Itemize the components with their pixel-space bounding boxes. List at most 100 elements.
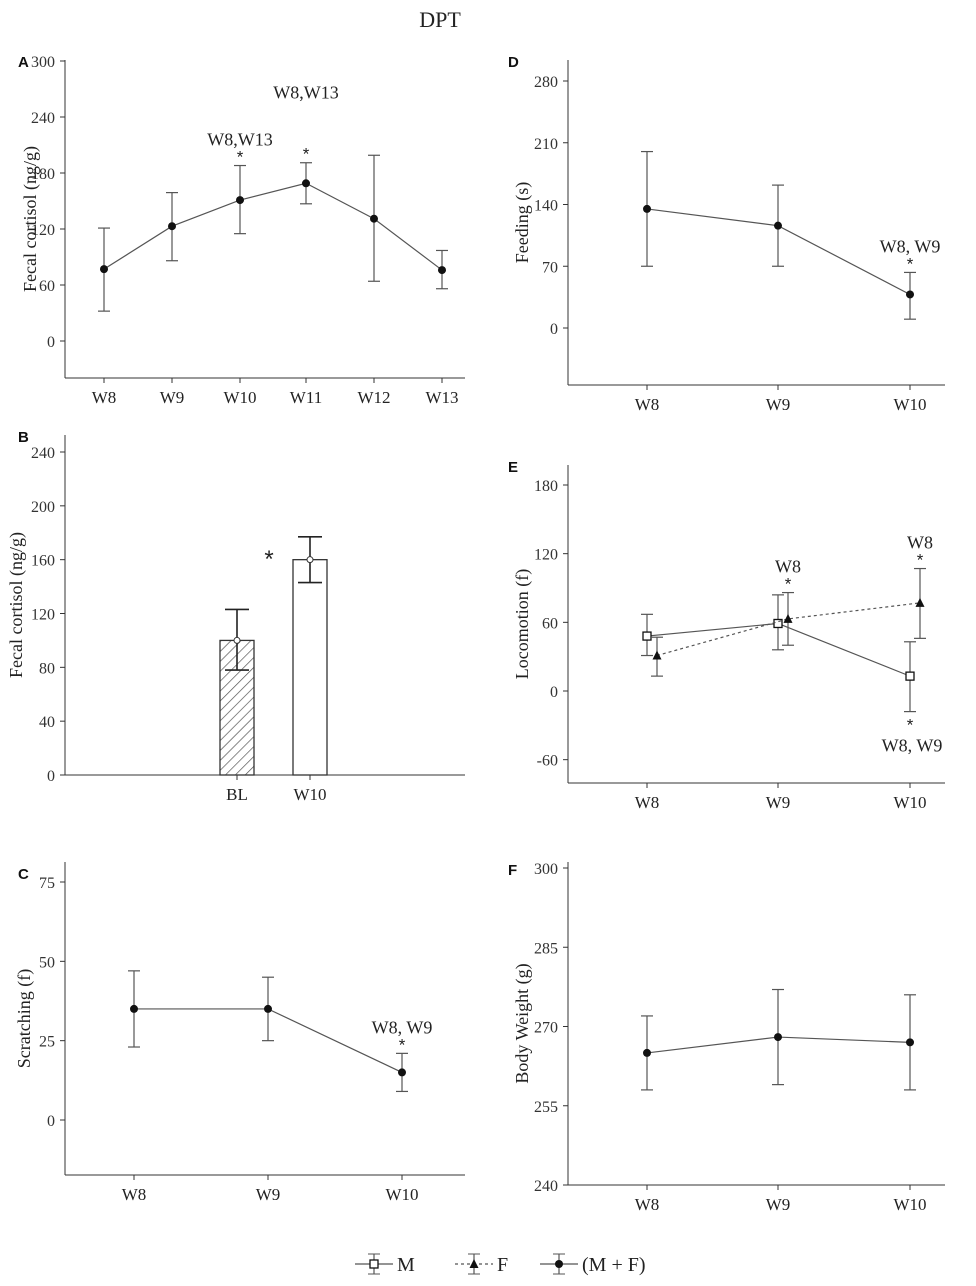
data-point [905, 671, 915, 681]
panel-label: D [508, 54, 519, 71]
y-tick-label: 60 [542, 615, 558, 632]
y-tick-label: 50 [39, 954, 55, 971]
legend-label: F [497, 1254, 508, 1276]
data-point [302, 179, 310, 188]
panel-label: F [508, 862, 517, 879]
data-point [643, 204, 651, 213]
panel-d: D 0 70 140 210 280 W8 W9 W10 Feeding (s) *W8, W9 [508, 54, 945, 414]
x-tick-label: W10 [893, 395, 926, 414]
x-tick-label: W9 [256, 1185, 281, 1204]
significance-star: * [917, 551, 924, 570]
data-point [643, 1048, 651, 1057]
data-point [906, 290, 914, 299]
legend-item: M [355, 1253, 415, 1276]
significance-star: * [907, 716, 914, 735]
x-tick-label: W10 [893, 793, 926, 812]
panel-b: B 0 40 80 120 160 200 240 BL W10 Fecal cortisol (n… [6, 429, 465, 804]
series-m [641, 594, 916, 713]
data-point [236, 196, 244, 205]
y-axis-title: Feeding (s) [512, 182, 533, 263]
series-mf [128, 970, 408, 1093]
legend-item: (M + F) [540, 1253, 646, 1276]
significance-star: * [399, 1035, 406, 1054]
y-tick-label: 180 [534, 478, 558, 495]
x-tick-label: W10 [385, 1185, 418, 1204]
data-point [774, 1033, 782, 1042]
significance-star: * [907, 254, 914, 273]
y-axis-title: Fecal cortisol (ng/g) [6, 532, 27, 678]
significance-label: W8, W9 [882, 736, 943, 756]
significance-label: W8 [907, 533, 933, 553]
y-tick-label: 210 [534, 136, 558, 153]
y-axis-title: Scratching (f) [14, 969, 35, 1068]
significance-label: W8,W13 [207, 130, 272, 150]
significance-star: * [237, 148, 244, 167]
x-tick-label: W10 [293, 785, 326, 804]
legend-marker [555, 1260, 563, 1268]
legend-label: M [397, 1254, 415, 1276]
y-tick-label: 240 [31, 110, 55, 127]
x-tick-label: W8 [635, 1195, 660, 1214]
bar-mean-marker [306, 556, 314, 564]
significance-star: * [785, 575, 792, 594]
y-tick-label: -60 [537, 753, 558, 770]
y-tick-label: 0 [47, 334, 55, 351]
y-tick-label: 300 [534, 861, 558, 878]
y-tick-label: 40 [39, 714, 55, 731]
y-tick-label: 25 [39, 1034, 55, 1051]
y-tick-label: 75 [39, 875, 55, 892]
panel-a: A 0 60 120 180 240 300 W8 W9 W10 W11 W12 W13 Fecal co… [18, 54, 465, 407]
data-point [438, 266, 446, 275]
panel-label: B [18, 429, 29, 446]
data-point [773, 618, 783, 629]
data-point [100, 265, 108, 274]
x-tick-label: W12 [357, 388, 390, 407]
x-tick-label: W8 [122, 1185, 147, 1204]
y-tick-label: 200 [31, 499, 55, 516]
series-mf [98, 154, 448, 312]
x-tick-label: W8 [635, 395, 660, 414]
legend-marker [369, 1259, 379, 1269]
panel-label: A [18, 54, 29, 71]
x-tick-label: BL [226, 785, 248, 804]
y-tick-label: 120 [31, 222, 55, 239]
x-tick-label: W13 [425, 388, 458, 407]
data-point [398, 1068, 406, 1077]
y-tick-label: 0 [550, 684, 558, 701]
x-tick-label: W10 [223, 388, 256, 407]
panels: A 0 60 120 180 240 300 W8 W9 W10 W11 W12 W13 Fecal co… [6, 54, 945, 1214]
panel-c: C 0 25 50 75 W8 W9 W10 Scratching (f) *W8, W9 [14, 862, 465, 1204]
significance-star: * [303, 145, 310, 164]
y-tick-label: 0 [550, 321, 558, 338]
y-tick-label: 0 [47, 768, 55, 785]
x-tick-label: W10 [893, 1195, 926, 1214]
figure-title: DPT [419, 7, 461, 32]
y-tick-label: 255 [534, 1099, 558, 1116]
y-tick-label: 270 [534, 1020, 558, 1037]
x-tick-label: W8 [635, 793, 660, 812]
legend: M F (M + F) [355, 1253, 646, 1276]
bar-W10 [292, 559, 328, 776]
y-tick-label: 120 [534, 547, 558, 564]
legend-marker [469, 1259, 479, 1268]
panel-f: F 240 255 270 285 300 W8 W9 W10 Body Weight (g) [508, 861, 945, 1214]
data-point [130, 1004, 138, 1013]
x-tick-label: W9 [766, 793, 791, 812]
data-point [168, 222, 176, 231]
panel-label: C [18, 866, 29, 883]
data-point [774, 221, 782, 230]
y-tick-label: 280 [534, 74, 558, 91]
legend-label: (M + F) [582, 1254, 646, 1276]
y-tick-label: 180 [31, 166, 55, 183]
significance-label: W8, W9 [372, 1017, 433, 1037]
series-f [651, 567, 926, 677]
series-mf [641, 150, 916, 320]
bar-mean-marker [233, 636, 241, 644]
y-tick-label: 240 [534, 1178, 558, 1195]
data-point [642, 631, 652, 641]
data-point [370, 214, 378, 223]
data-point [915, 597, 925, 607]
series-line [656, 602, 921, 657]
